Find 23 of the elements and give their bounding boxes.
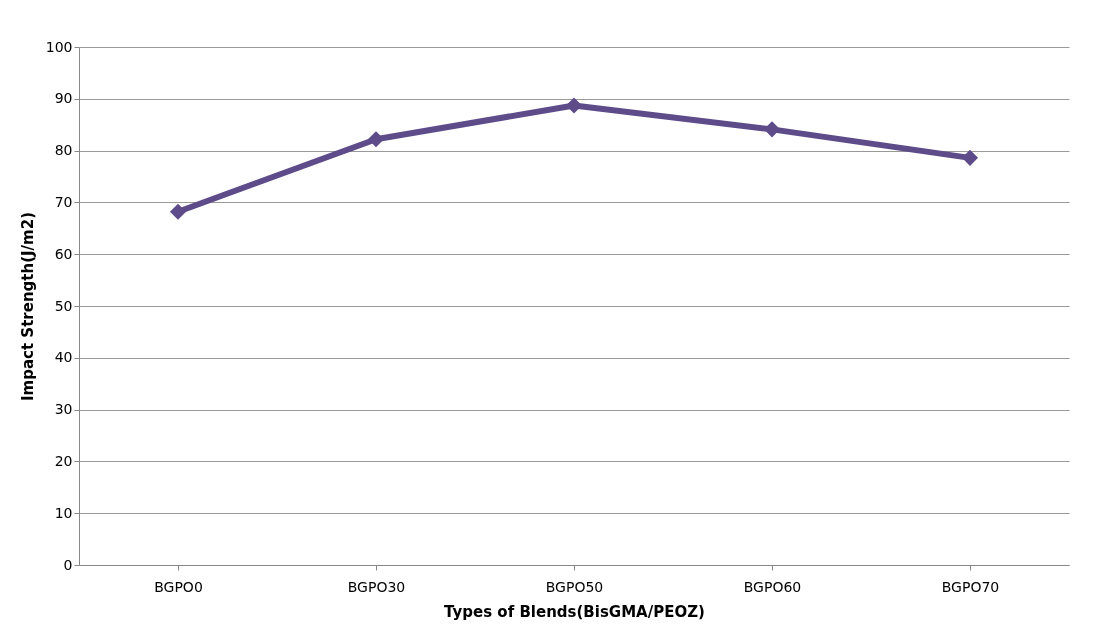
y-tick-label: 40 [54,349,73,366]
point [961,149,979,166]
y-tick-label: 80 [54,142,73,159]
y-tick-label: 10 [54,504,73,521]
x-tick-label: BGPO60 [743,578,802,595]
y-axis-title: Impact Strength(J/m2) [18,211,37,402]
y-tick-label: 20 [54,452,73,469]
x-axis-title: Types of Blends(BisGMA/PEOZ) [444,602,705,621]
x-tick-label: BGPO70 [941,578,1000,595]
point [763,121,781,138]
y-tick-label: 0 [63,556,73,573]
x-tick-label: BGPO50 [545,578,604,595]
point [367,131,385,148]
x-tick-label: BGPO30 [347,578,406,595]
point [169,203,187,220]
y-tick-label: 60 [54,245,73,262]
y-tick-label: 90 [54,90,73,107]
point [565,97,583,114]
y-tick-label: 70 [54,193,73,210]
x-tick-label: BGPO0 [154,578,203,595]
y-tick-label: 50 [54,297,73,314]
y-tick-label: 100 [45,38,73,55]
y-tick-label: 30 [54,401,73,418]
